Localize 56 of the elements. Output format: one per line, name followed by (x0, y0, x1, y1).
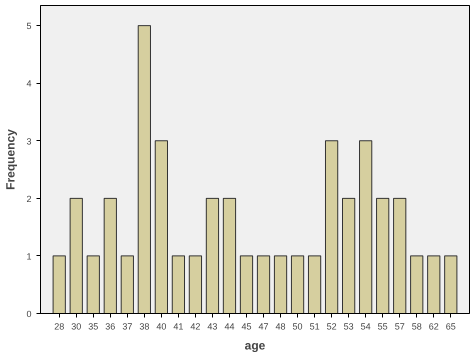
y-tick-label: 2 (26, 194, 32, 204)
y-tick-label: 0 (26, 309, 32, 319)
x-tick-label: 57 (394, 322, 405, 332)
bar (188, 255, 202, 314)
y-tick-label: 3 (26, 136, 32, 146)
x-tick-label: 43 (207, 322, 218, 332)
x-tick-label: 54 (360, 322, 371, 332)
bar (70, 198, 83, 314)
x-tick-label: 28 (54, 322, 64, 332)
bar (86, 255, 100, 314)
x-tick-label: 45 (241, 322, 252, 332)
x-tick-label: 65 (446, 322, 456, 332)
x-tick-label: 38 (139, 322, 150, 332)
bar (222, 198, 236, 314)
x-tick-label: 52 (326, 322, 337, 332)
bar (324, 140, 338, 314)
bar (290, 255, 304, 314)
bar (444, 255, 458, 314)
bar (393, 198, 406, 314)
y-tick-label: 1 (26, 251, 32, 262)
x-tick-label: 41 (173, 322, 184, 332)
bar (376, 198, 390, 314)
x-tick-label: 42 (190, 322, 200, 332)
x-tick-label: 50 (292, 322, 303, 332)
x-tick-label: 58 (412, 322, 422, 332)
bar (410, 255, 424, 314)
y-axis-title: Frequency (3, 128, 18, 190)
x-tick-label: 44 (224, 322, 234, 332)
x-tick-label: 51 (310, 322, 320, 332)
x-tick-label: 55 (378, 322, 388, 332)
bar (359, 140, 372, 314)
bar (274, 255, 288, 314)
x-tick-label: 36 (105, 322, 116, 332)
bar (427, 255, 440, 314)
x-axis-title: age (244, 338, 266, 352)
bar (342, 198, 356, 314)
x-tick-label: 30 (71, 322, 82, 332)
x-tick-label: 53 (344, 322, 354, 332)
bar (172, 255, 186, 314)
x-tick-label: 47 (258, 322, 269, 332)
x-tick-label: 62 (428, 322, 439, 332)
bar (206, 198, 220, 314)
y-tick-label: 5 (26, 21, 32, 32)
x-tick-label: 37 (122, 322, 132, 332)
bar (308, 255, 322, 314)
bar (104, 198, 117, 314)
x-tick-label: 35 (88, 322, 98, 332)
bar (120, 255, 134, 314)
bar (138, 25, 151, 314)
x-tick-label: 40 (156, 322, 166, 332)
bar (52, 255, 66, 314)
bar (240, 255, 254, 314)
bar (256, 255, 270, 314)
x-tick-label: 48 (276, 322, 286, 332)
y-tick-label: 4 (26, 78, 32, 89)
bar (154, 140, 168, 314)
